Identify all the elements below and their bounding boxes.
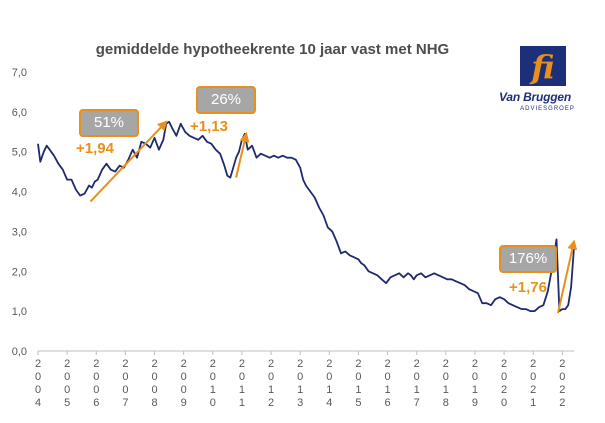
y-tick-label: 7,0 [12,67,27,79]
annotation-change-1: +1,94 [76,140,114,157]
chart-title: gemiddelde hypotheekrente 10 jaar vast m… [95,41,450,58]
logo-name: Van Bruggen [498,90,572,104]
svg-text:fi: fi [529,48,554,86]
series-line-1 [37,120,575,313]
y-tick-label: 3,0 [12,226,27,238]
logo-subtitle: ADVIESGROEP [520,106,575,112]
y-tick-label: 6,0 [12,107,27,119]
annotation-arrow-1 [89,120,168,203]
y-tick-label: 1,0 [12,306,27,318]
annotation-box-3: 176% [499,245,557,273]
annotation-change-3: +1,76 [509,279,547,296]
annotation-change-2: +1,13 [190,118,228,135]
annotation-arrow-2 [235,131,250,178]
van-bruggen-logo-icon: fi [520,46,566,86]
y-tick-label: 0,0 [12,346,27,358]
annotation-arrow-3 [557,239,578,314]
y-tick-label: 4,0 [12,187,27,199]
y-tick-label: 2,0 [12,266,27,278]
annotation-box-2: 26% [196,86,256,114]
annotation-box-1: 51% [79,109,139,137]
y-tick-label: 5,0 [12,147,27,159]
